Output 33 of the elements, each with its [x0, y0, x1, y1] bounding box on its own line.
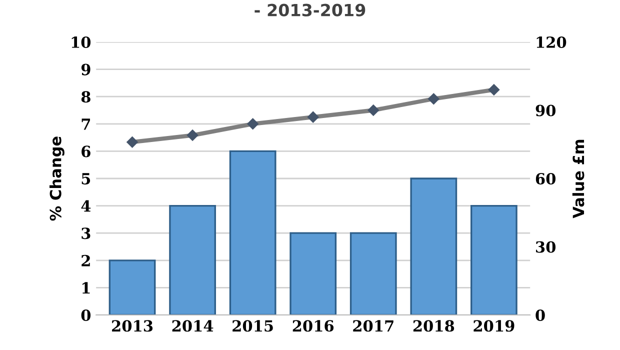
x-tick-label: 2019: [474, 320, 514, 332]
y-tick-label: 6: [82, 146, 90, 158]
bar: [290, 232, 337, 315]
y-tick-label: 0: [81, 309, 91, 322]
chart-title: - 2013-2019: [254, 4, 366, 16]
y2-tick-label: 30: [536, 241, 556, 253]
y2-axis-title: Value £m: [572, 140, 584, 218]
x-tick-label: 2014: [172, 320, 214, 332]
y-tick-label: 5: [82, 173, 90, 185]
y2-tick-label: 0: [536, 309, 545, 322]
x-tick-label: 2015: [232, 320, 273, 332]
x-tick-label: 2016: [292, 320, 334, 332]
y-tick-label: 1: [82, 282, 90, 294]
y2-tick-label: 120: [536, 36, 566, 48]
bar: [350, 232, 397, 315]
y-tick-label: 2: [82, 254, 90, 266]
y2-tick-label: 90: [536, 104, 556, 116]
x-tick-label: 2018: [413, 320, 454, 332]
bar: [470, 204, 518, 315]
y-tick-label: 10: [72, 36, 91, 48]
y-tick-label: 9: [81, 64, 90, 76]
bar: [169, 204, 216, 315]
y-tick-label: 7: [82, 118, 90, 130]
x-tick-label: 2013: [112, 320, 153, 332]
x-tick-label: 2017: [353, 320, 394, 332]
bar: [108, 260, 156, 315]
y2-tick-label: 60: [536, 172, 556, 185]
y-tick-label: 4: [81, 200, 91, 212]
y-axis-title: % Change: [50, 136, 64, 221]
y-tick-label: 8: [81, 91, 90, 103]
bar: [410, 178, 458, 315]
y-tick-label: 3: [82, 228, 90, 240]
bar: [229, 150, 276, 315]
